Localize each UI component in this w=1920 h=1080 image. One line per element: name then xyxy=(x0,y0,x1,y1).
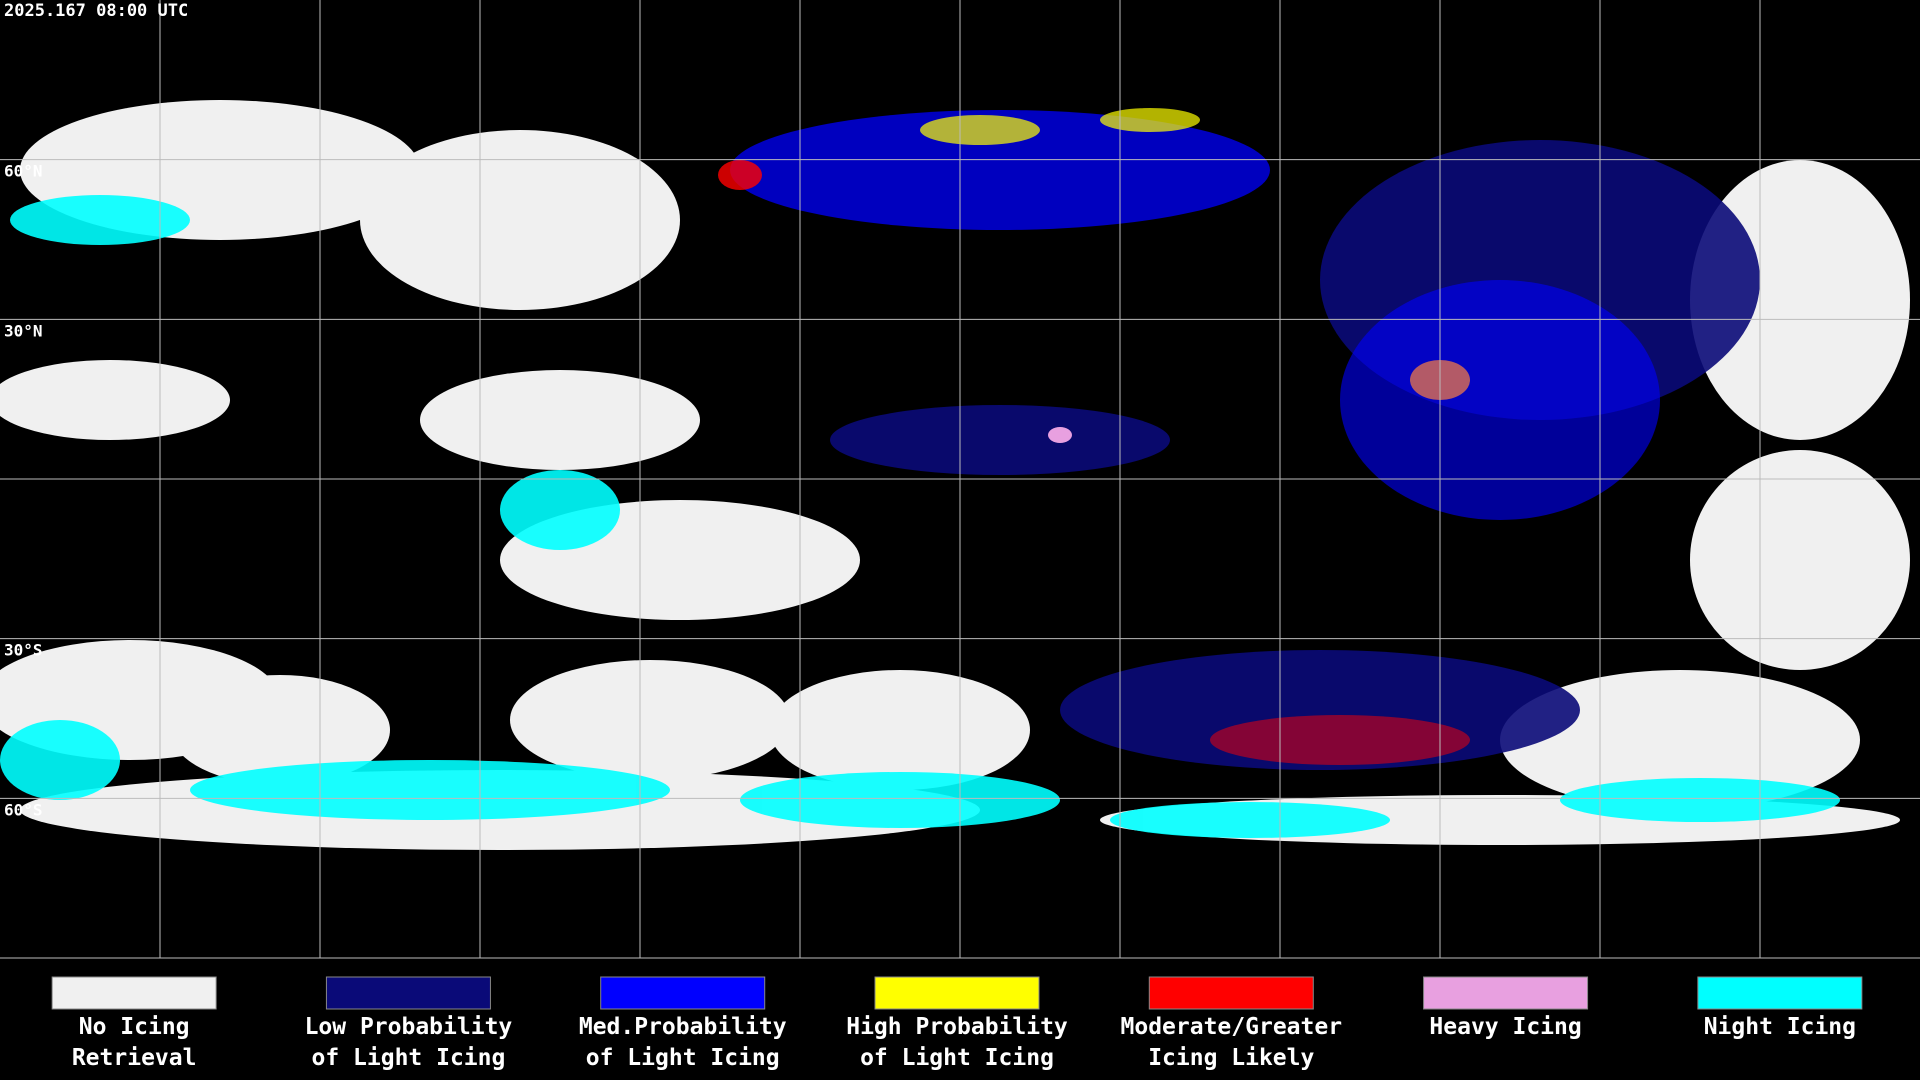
legend-label: Night Icing xyxy=(1704,1014,1856,1040)
night-icing-clouds xyxy=(0,195,1840,838)
legend-label: of Light Icing xyxy=(860,1045,1054,1071)
graticule xyxy=(0,0,1920,959)
legend-swatch xyxy=(1697,976,1863,1010)
timestamp: 2025.167 08:00 UTC xyxy=(4,1,188,21)
legend-label: Heavy Icing xyxy=(1429,1014,1581,1040)
legend-swatch xyxy=(1423,976,1589,1010)
latitude-label: 30°S xyxy=(4,641,43,660)
legend: No Icing Retrieval Low Probability of Light… xyxy=(51,976,1863,1071)
legend-swatch xyxy=(600,976,766,1010)
map: 60°N 30°N 30°S 60°S xyxy=(0,0,1920,959)
legend-swatch xyxy=(874,976,1040,1010)
legend-label: High Probability xyxy=(846,1014,1068,1040)
legend-label: Med.Probability xyxy=(579,1014,787,1040)
latitude-label: 60°N xyxy=(4,162,43,181)
latitude-labels: 60°N 30°N 30°S 60°S xyxy=(4,162,43,820)
legend-swatch xyxy=(1148,976,1314,1010)
legend-label: Icing Likely xyxy=(1148,1045,1314,1071)
latitude-label: 60°S xyxy=(4,800,43,819)
legend-label: Low Probability xyxy=(305,1014,513,1040)
legend-swatch xyxy=(51,976,217,1010)
icing-areas xyxy=(718,108,1760,770)
legend-label: No Icing xyxy=(79,1014,190,1040)
legend-label: Moderate/Greater xyxy=(1121,1014,1343,1040)
latitude-label: 30°N xyxy=(4,321,43,340)
legend-label: Retrieval xyxy=(72,1045,197,1071)
legend-swatch xyxy=(325,976,491,1010)
legend-label: of Light Icing xyxy=(586,1045,780,1071)
legend-label: of Light Icing xyxy=(311,1045,505,1071)
